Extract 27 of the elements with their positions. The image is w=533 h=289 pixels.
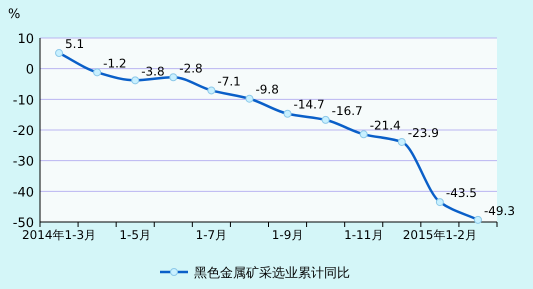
- data-label: -23.9: [408, 126, 439, 140]
- data-label: -9.8: [255, 82, 279, 97]
- x-tick-label: 1-9月: [272, 228, 304, 242]
- data-label: -1.2: [103, 56, 127, 70]
- x-tick-label: 1-5月: [119, 228, 152, 242]
- x-tick-label: 1-11月: [344, 228, 384, 242]
- x-tick-label: 1-7月: [196, 228, 228, 242]
- x-tick-label: 2014年1-3月: [22, 228, 96, 242]
- data-label: 5.1: [65, 37, 84, 52]
- y-tick-label: -20: [12, 124, 34, 139]
- x-tick-label: 2015年1-2月: [402, 228, 477, 242]
- data-label: -2.8: [179, 61, 203, 76]
- data-label: -16.7: [332, 104, 363, 118]
- y-tick-label: 0: [26, 62, 34, 78]
- data-label: -43.5: [446, 186, 477, 200]
- data-label: -21.4: [370, 118, 401, 132]
- data-label: -7.1: [217, 74, 241, 88]
- y-tick-label: 10: [17, 32, 34, 47]
- data-label: -3.8: [141, 64, 165, 78]
- data-label: -49.3: [484, 204, 516, 218]
- legend-label: 黑色金属矿采选业累计同比: [194, 266, 350, 281]
- y-tick-label: -40: [12, 185, 34, 200]
- y-tick-label: -30: [12, 154, 34, 170]
- y-tick-label: -10: [12, 93, 34, 108]
- y-axis-title: %: [8, 7, 20, 22]
- y-tick-label: -50: [12, 216, 34, 231]
- data-label: -14.7: [294, 98, 325, 112]
